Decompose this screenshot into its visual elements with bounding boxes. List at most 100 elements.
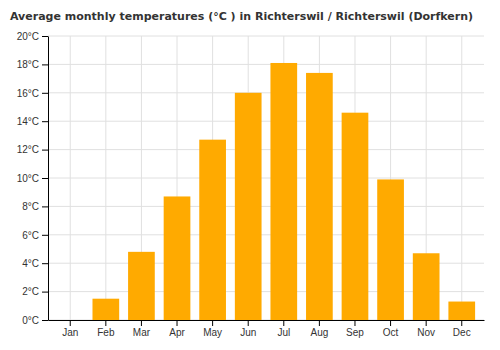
tick-mark [42,93,48,94]
tick-label: 10°C [17,173,39,184]
tick-label: 8°C [22,201,39,212]
tick: Oct [383,320,399,338]
tick-label: Jan [62,327,78,338]
bar [128,252,155,320]
tick-label: Jul [277,327,290,338]
tick-mark [42,206,48,207]
tick-mark [319,320,320,326]
axis-line [49,320,485,321]
x-axis: Jan Feb Mar Apr May Jun Jul Aug Sep Oct Nov Dec [49,320,485,338]
tick-mark [42,121,48,122]
tick-mark [70,320,71,326]
tick-mark [426,320,427,326]
tick: 12°C [17,144,48,155]
tick-label: Jun [240,327,256,338]
tick-mark [42,36,48,37]
tick-label: Oct [383,327,399,338]
chart: Average monthly temperatures (°C ) in Ri… [0,0,500,350]
bar [235,93,262,320]
tick-label: Feb [97,327,115,338]
tick: 14°C [17,116,48,127]
tick: May [203,320,222,338]
grid [48,36,484,320]
axis-line [48,37,49,321]
bar [270,63,297,320]
tick-mark [105,320,106,326]
tick: Dec [453,320,471,338]
tick-label: Dec [453,327,471,338]
tick: Jul [277,320,290,338]
tick-mark [42,292,48,293]
bar [199,140,226,320]
tick-label: 16°C [17,88,39,99]
tick-mark [42,64,48,65]
tick: Sep [346,320,364,338]
tick: 0°C [22,315,48,326]
tick: 16°C [17,88,48,99]
grid-line [461,36,462,320]
plot: 0°C 2°C 4°C 6°C 8°C 10°C 12°C 14°C 16°C 18°C 20°C J… [17,31,485,338]
tick: Mar [133,320,151,338]
bar [306,73,333,320]
tick-mark [42,320,48,321]
tick-label: 6°C [22,230,39,241]
tick-mark [177,320,178,326]
tick-mark [461,320,462,326]
tick-mark [42,150,48,151]
tick-mark [141,320,142,326]
grid-line [48,36,484,37]
tick: Jun [240,320,256,338]
bars [92,63,475,320]
tick-label: 12°C [17,144,39,155]
tick-mark [42,178,48,179]
tick: Aug [310,320,328,338]
tick-label: 20°C [17,31,39,42]
tick-label: 18°C [17,59,39,70]
tick: Jan [62,320,78,338]
tick: 20°C [17,31,48,42]
tick-label: 14°C [17,116,39,127]
y-axis: 0°C 2°C 4°C 6°C 8°C 10°C 12°C 14°C 16°C 18°C 20°C [17,31,49,326]
grid-line [48,234,484,235]
grid-line [48,149,484,150]
tick: 2°C [22,286,48,297]
tick: 4°C [22,258,48,269]
grid-line [48,121,484,122]
grid-line [70,36,71,320]
grid-line [48,64,484,65]
tick-label: 2°C [22,286,39,297]
tick: 18°C [17,59,48,70]
bar [164,196,191,320]
tick-mark [390,320,391,326]
tick-mark [354,320,355,326]
bar [448,302,475,320]
tick: 8°C [22,201,48,212]
tick: Nov [417,320,435,338]
tick: Apr [169,320,185,338]
grid-line [48,92,484,93]
tick-mark [42,263,48,264]
tick-label: 0°C [22,315,39,326]
tick: 6°C [22,230,48,241]
tick-label: Apr [169,327,185,338]
tick-mark [283,320,284,326]
tick-mark [212,320,213,326]
bar [92,299,119,320]
title: Average monthly temperatures (°C ) in Ri… [10,10,473,23]
tick-label: Aug [310,327,328,338]
bar [57,320,84,321]
grid-line [48,206,484,207]
grid-line [105,36,106,320]
tick-label: Sep [346,327,364,338]
tick: 10°C [17,173,48,184]
tick-mark [248,320,249,326]
tick: Feb [97,320,115,338]
tick-label: May [203,327,222,338]
tick-label: Nov [417,327,435,338]
bar [413,253,440,320]
grid-line [48,178,484,179]
bar [342,113,369,320]
bar [377,179,404,320]
tick-label: Mar [133,327,151,338]
tick-label: 4°C [22,258,39,269]
